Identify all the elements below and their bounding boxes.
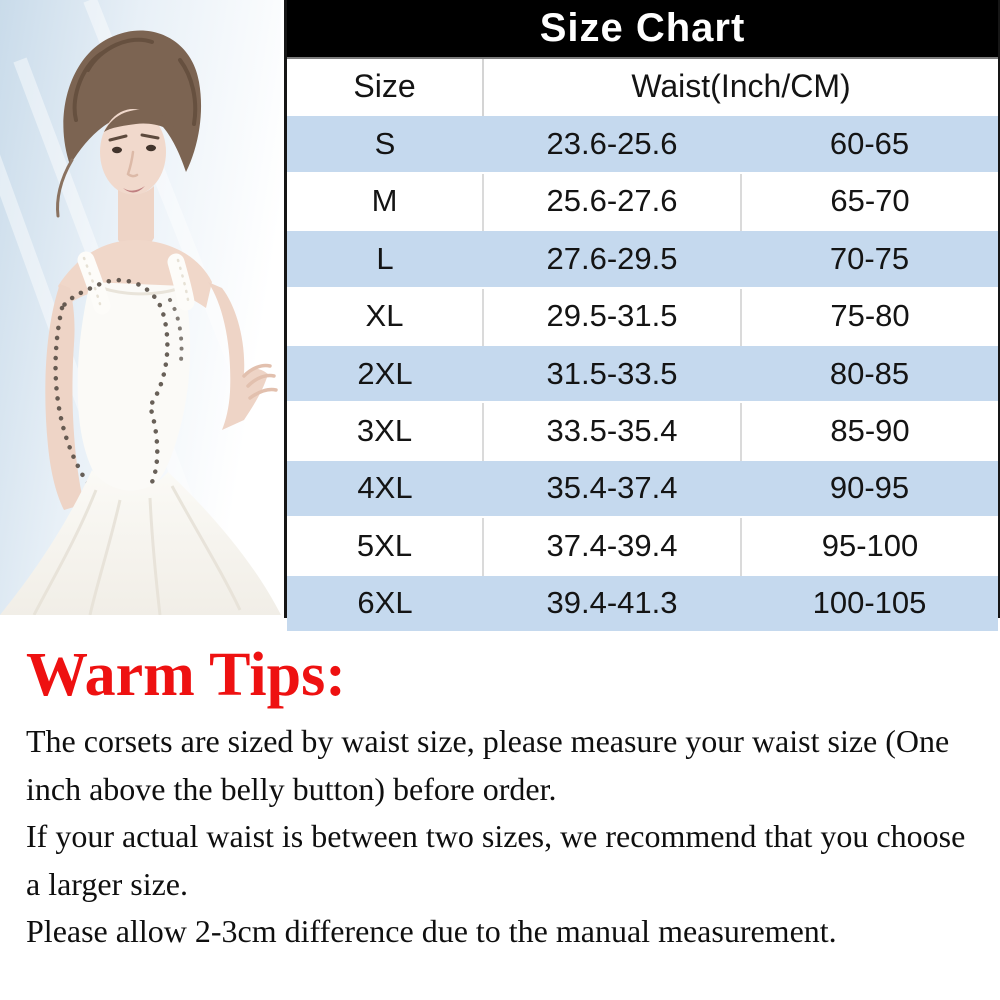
size-chart-table: Size Chart Size Waist(Inch/CM) S 23.6-25… bbox=[284, 0, 1000, 633]
table-row: L 27.6-29.5 70-75 bbox=[287, 229, 998, 289]
column-header-size: Size bbox=[353, 68, 416, 105]
inch-cell: 23.6-25.6 bbox=[483, 114, 741, 174]
inch-cell: 33.5-35.4 bbox=[482, 402, 741, 460]
warm-tips-paragraph: Please allow 2-3cm difference due to the… bbox=[26, 913, 837, 949]
model-figure bbox=[0, 30, 281, 615]
table-row: 6XL 39.4-41.3 100-105 bbox=[287, 573, 998, 633]
size-cell: 3XL bbox=[356, 413, 413, 449]
size-cell: S bbox=[287, 114, 483, 174]
size-cell: 4XL bbox=[287, 458, 483, 519]
table-row: 2XL 31.5-33.5 80-85 bbox=[287, 343, 998, 404]
table-header-row: Size Waist(Inch/CM) bbox=[287, 59, 998, 116]
model-photo-illustration bbox=[0, 0, 281, 615]
size-cell: 5XL bbox=[356, 527, 413, 563]
inch-cell: 35.4-37.4 bbox=[483, 458, 741, 519]
size-cell: 2XL bbox=[287, 343, 483, 404]
size-chart-title: Size Chart bbox=[287, 0, 998, 59]
inch-cell: 27.6-29.5 bbox=[483, 229, 741, 289]
column-header-waist: Waist(Inch/CM) bbox=[482, 59, 998, 116]
table-row: M 25.6-27.6 65-70 bbox=[287, 172, 998, 231]
inch-cell: 25.6-27.6 bbox=[482, 172, 741, 231]
size-cell: M bbox=[371, 183, 398, 219]
cm-cell: 95-100 bbox=[740, 517, 998, 575]
table-row: 3XL 33.5-35.4 85-90 bbox=[287, 402, 998, 460]
cm-cell: 60-65 bbox=[741, 114, 998, 174]
warm-tips-paragraph: The corsets are sized by waist size, ple… bbox=[26, 723, 950, 807]
inch-cell: 37.4-39.4 bbox=[482, 517, 741, 575]
size-cell: L bbox=[287, 229, 483, 289]
cm-cell: 90-95 bbox=[741, 458, 998, 519]
table-row: XL 29.5-31.5 75-80 bbox=[287, 287, 998, 345]
table-row: 4XL 35.4-37.4 90-95 bbox=[287, 458, 998, 519]
warm-tips-body: The corsets are sized by waist size, ple… bbox=[26, 718, 984, 956]
model-photo bbox=[0, 0, 281, 615]
inch-cell: 31.5-33.5 bbox=[483, 343, 741, 404]
table-row: 5XL 37.4-39.4 95-100 bbox=[287, 517, 998, 575]
inch-cell: 39.4-41.3 bbox=[483, 573, 741, 633]
cm-cell: 70-75 bbox=[741, 229, 998, 289]
warm-tips-heading: Warm Tips: bbox=[26, 641, 346, 709]
cm-cell: 75-80 bbox=[740, 287, 998, 345]
cm-cell: 80-85 bbox=[741, 343, 998, 404]
size-cell: 6XL bbox=[287, 573, 483, 633]
size-cell: XL bbox=[365, 298, 404, 334]
cm-cell: 100-105 bbox=[741, 573, 998, 633]
size-chart-grid: Size Waist(Inch/CM) S 23.6-25.6 60-65 M … bbox=[287, 59, 998, 633]
table-row: S 23.6-25.6 60-65 bbox=[287, 114, 998, 174]
warm-tips-paragraph: If your actual waist is between two size… bbox=[26, 818, 966, 902]
cm-cell: 65-70 bbox=[740, 172, 998, 231]
cm-cell: 85-90 bbox=[740, 402, 998, 460]
inch-cell: 29.5-31.5 bbox=[482, 287, 741, 345]
